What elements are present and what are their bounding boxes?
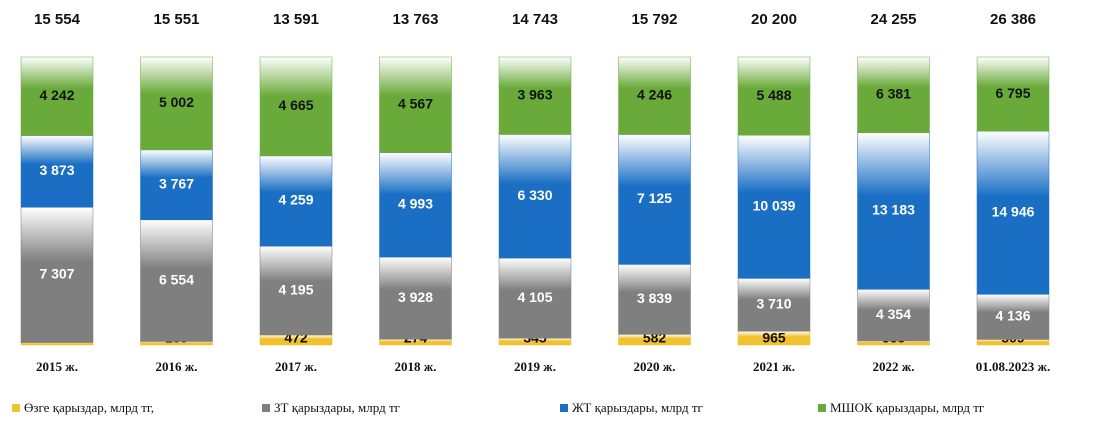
- x-tick-label: 2021 ж.: [753, 359, 795, 374]
- value-label: 4 993: [398, 196, 433, 212]
- bar-segment: [259, 56, 333, 157]
- legend-label: Өзге қарыздар, млрд тг,: [24, 400, 154, 415]
- value-label: 7 125: [637, 190, 672, 206]
- bar-segment: [20, 56, 94, 136]
- value-label: 6 381: [876, 86, 911, 102]
- bar-segment: [618, 264, 691, 335]
- total-label: 15 554: [34, 11, 81, 28]
- value-label: 13 183: [872, 202, 915, 218]
- bar-segment: [857, 132, 930, 290]
- bar-segment: [379, 256, 452, 340]
- value-label: 4 242: [39, 87, 74, 103]
- bar-segment: [857, 56, 930, 134]
- legend-swatch: [12, 404, 20, 412]
- value-label: 4 105: [517, 289, 552, 305]
- bar-segment: [618, 134, 691, 265]
- bar-segment: [379, 152, 452, 258]
- x-tick-label: 2022 ж.: [873, 359, 915, 374]
- bar-segment: [737, 134, 811, 279]
- bar-segment: [857, 289, 930, 342]
- bar-segment: [140, 56, 213, 151]
- value-label: 5 002: [159, 94, 194, 110]
- value-label: 4 259: [278, 192, 313, 208]
- total-label: 15 792: [632, 11, 678, 28]
- total-label: 15 551: [154, 11, 200, 28]
- x-tick-label: 2020 ж.: [634, 359, 676, 374]
- value-label: 3 839: [637, 290, 672, 306]
- value-label: 6 330: [517, 187, 552, 203]
- value-label: 3 963: [517, 86, 552, 102]
- bar-segment: [976, 294, 1050, 340]
- legend-swatch: [818, 404, 826, 412]
- total-label: 24 255: [871, 11, 917, 28]
- total-label: 13 591: [273, 11, 319, 28]
- total-label: 26 386: [990, 11, 1036, 28]
- legend-label: ЗТ қарыздары, млрд тг: [274, 400, 400, 415]
- value-label: 3 767: [159, 176, 194, 192]
- bar-segment: [140, 149, 213, 221]
- value-label: 4 665: [278, 97, 313, 113]
- value-label: 7 307: [39, 266, 74, 282]
- bar-segment: [976, 130, 1050, 295]
- legend-swatch: [560, 404, 568, 412]
- bar-segment: [259, 245, 333, 336]
- legend-label: ЖТ қарыздары, млрд тг: [572, 400, 703, 415]
- bar-segment: [498, 257, 572, 339]
- value-label: 4 567: [398, 95, 433, 111]
- x-tick-label: 2017 ж.: [275, 359, 317, 374]
- value-label: 5 488: [756, 87, 791, 103]
- legend-swatch: [262, 404, 270, 412]
- bar-segment: [20, 207, 94, 343]
- value-label: 4 354: [876, 306, 911, 322]
- bar-segment: [498, 134, 572, 259]
- value-label: 3 710: [756, 296, 791, 312]
- value-label: 4 195: [278, 281, 313, 297]
- value-label: 4 136: [995, 308, 1030, 324]
- value-label: 4 246: [637, 86, 672, 102]
- bar-segment: [498, 56, 572, 135]
- legend-label: МШОК қарыздары, млрд тг: [830, 400, 984, 415]
- total-label: 13 763: [393, 11, 439, 28]
- bar-segment: [140, 219, 213, 342]
- bar-segment: [618, 56, 691, 135]
- bar-segment: [737, 56, 811, 136]
- x-tick-label: 2016 ж.: [156, 359, 198, 374]
- x-tick-label: 01.08.2023 ж.: [976, 359, 1050, 374]
- bar-segment: [20, 135, 94, 208]
- x-tick-label: 2019 ж.: [514, 359, 556, 374]
- total-label: 14 743: [512, 11, 558, 28]
- value-label: 3 873: [39, 162, 74, 178]
- value-label: 6 795: [995, 85, 1030, 101]
- x-tick-label: 2018 ж.: [395, 359, 437, 374]
- value-label: 14 946: [992, 203, 1035, 219]
- bar-segment: [259, 155, 333, 247]
- bar-segment: [737, 278, 811, 332]
- value-label: 965: [762, 330, 786, 346]
- bar-segment: [976, 56, 1050, 132]
- total-label: 20 200: [751, 11, 797, 28]
- value-label: 3 928: [398, 289, 433, 305]
- bar-segment: [379, 56, 452, 153]
- value-label: 6 554: [159, 271, 194, 287]
- value-label: 10 039: [753, 197, 796, 213]
- x-tick-label: 2015 ж.: [36, 359, 78, 374]
